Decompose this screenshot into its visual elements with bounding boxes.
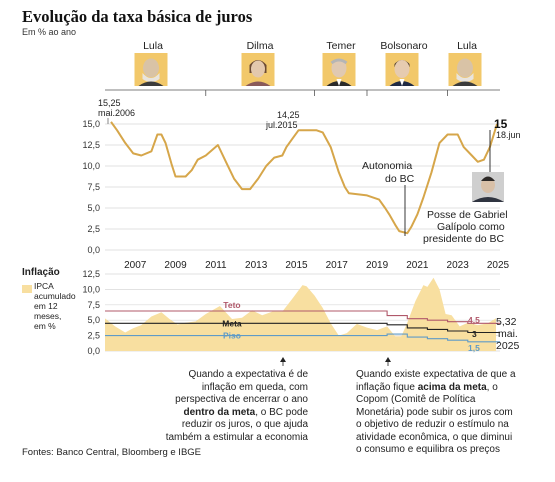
inflation-title: Inflação: [22, 267, 60, 278]
ipca-current-year: 2025: [496, 340, 520, 352]
xtick-year-2025: 2025: [487, 260, 510, 271]
ipca-legend-swatch: [22, 285, 32, 293]
ipca-legend-line-5: em %: [34, 321, 56, 331]
annotation-autonomy-1: Autonomia: [362, 160, 412, 172]
chart-subtitle: Em % ao ano: [22, 27, 77, 37]
annotation-galipolo-2: Galípolo como: [437, 221, 505, 233]
dilma-portrait-icon: [241, 53, 275, 86]
lula-portrait-icon-2: [448, 53, 482, 86]
president-label-lula-1: Lula: [143, 40, 163, 52]
series-label-teto: Teto: [223, 300, 240, 310]
annotation-current-date: 18.jun: [496, 130, 521, 140]
teto-value-label: 4,5: [468, 315, 480, 325]
xtick-year-2023: 2023: [447, 260, 470, 271]
annotation-current-value: 15: [494, 117, 508, 131]
meta-value-label: 3: [472, 329, 477, 339]
bottom-ytick-label: 2,5: [87, 331, 100, 341]
bottom-ytick-label: 10,0: [82, 284, 100, 294]
ipca-legend: IPCA acumulado em 12 meses, em %: [34, 281, 94, 331]
bottom-ytick-label: 7,5: [87, 300, 100, 310]
ipca-area: [105, 277, 496, 351]
bottom-ytick-label: 12,5: [82, 269, 100, 279]
president-label-lula-2: Lula: [457, 40, 477, 52]
bottom-ytick-label: 5,0: [87, 315, 100, 325]
ipca-legend-line-3: em 12: [34, 301, 58, 311]
ipca-current-value: 5,32: [496, 316, 517, 328]
top-ytick-label: 2,5: [87, 224, 100, 234]
top-ytick-label: 0,0: [87, 245, 100, 255]
president-label-temer: Temer: [326, 40, 356, 52]
xtick-year-2017: 2017: [326, 260, 349, 271]
ipca-legend-line-1: IPCA: [34, 281, 54, 291]
xtick-year-2019: 2019: [366, 260, 389, 271]
series-label-meta: Meta: [222, 318, 242, 328]
sources: Fontes: Banco Central, Bloomberg e IBGE: [22, 447, 202, 458]
top-ytick-label: 15,0: [82, 119, 100, 129]
line-teto: [105, 310, 500, 324]
chart-title: Evolução da taxa básica de juros: [22, 7, 253, 26]
annotation-peak-date: jul.2015: [265, 120, 298, 130]
line-piso: [105, 333, 500, 343]
series-label-piso: Piso: [223, 331, 241, 341]
president-label-bolsonaro: Bolsonaro: [380, 40, 428, 52]
piso-value-label: 1,5: [468, 343, 480, 353]
ipca-current-month: mai.: [498, 328, 518, 340]
selic-line: [110, 121, 498, 235]
bottom-ytick-label: 0,0: [87, 346, 100, 356]
top-ytick-label: 12,5: [82, 140, 100, 150]
xtick-year-2013: 2013: [245, 260, 268, 271]
note-rate-hike: Quando existe expectativa de que a infla…: [356, 369, 516, 455]
annotation-start-date: mai.2006: [98, 108, 135, 118]
bolsonaro-portrait-icon: [385, 53, 419, 86]
annotation-galipolo-3: presidente do BC: [423, 233, 505, 245]
top-ytick-label: 5,0: [87, 203, 100, 213]
top-ytick-label: 10,0: [82, 161, 100, 171]
lula-portrait-icon: [134, 53, 168, 86]
ipca-legend-line-4: meses,: [34, 311, 62, 321]
annotation-peak-value: 14,25: [277, 110, 300, 120]
xtick-year-2015: 2015: [285, 260, 308, 271]
xtick-year-2009: 2009: [164, 260, 187, 271]
top-ytick-label: 7,5: [87, 182, 100, 192]
president-label-dilma: Dilma: [246, 40, 274, 52]
temer-portrait-icon: [322, 53, 356, 86]
xtick-year-2007: 2007: [124, 260, 147, 271]
annotation-start-value: 15,25: [98, 98, 121, 108]
galipolo-portrait-icon: [472, 172, 504, 202]
annotation-autonomy-2: do BC: [385, 173, 415, 185]
xtick-year-2011: 2011: [205, 260, 227, 271]
ipca-legend-line-2: acumulado: [34, 291, 76, 301]
annotation-galipolo-1: Posse de Gabriel: [427, 209, 508, 221]
note-rate-cut: Quando a expectativa é de inflação em qu…: [165, 369, 308, 443]
line-meta: [105, 322, 500, 334]
xtick-year-2021: 2021: [406, 260, 429, 271]
